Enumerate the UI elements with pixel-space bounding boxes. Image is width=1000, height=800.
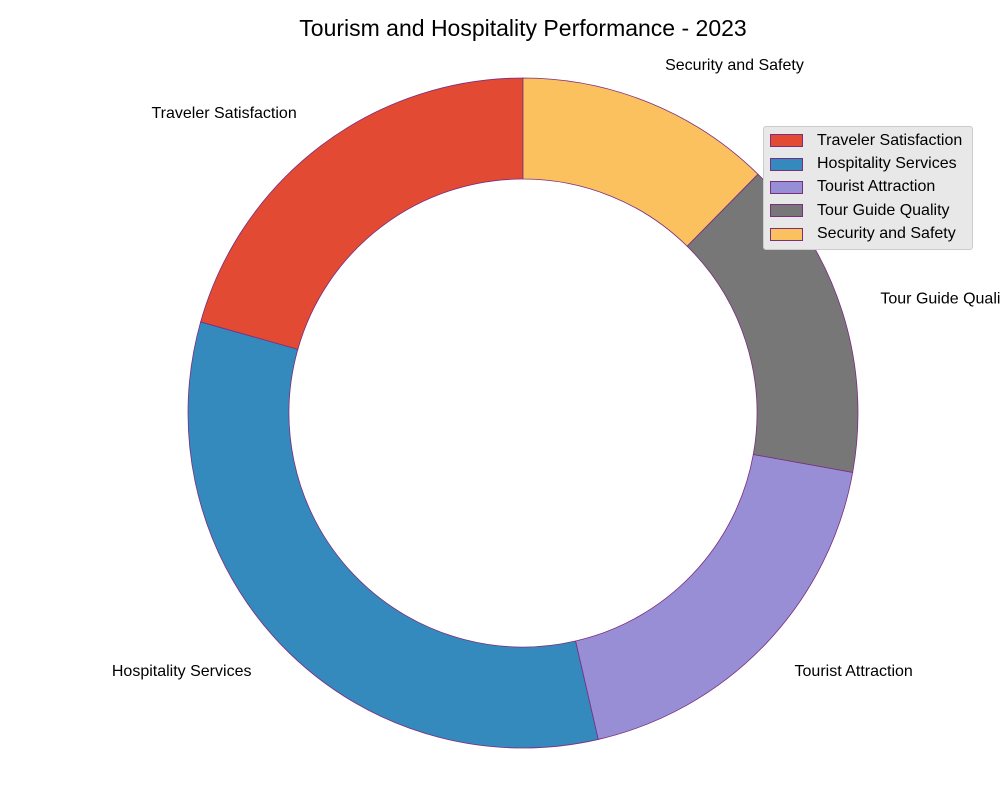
legend: Traveler Satisfaction Hospitality Servic… — [763, 126, 973, 250]
slice-labels-group: Traveler Satisfaction Hospitality Service… — [112, 57, 1000, 680]
legend-swatch — [770, 204, 803, 218]
legend-item-tour-guide-quality: Tour Guide Quality — [764, 199, 972, 222]
slice-label-tourist-attraction: Tourist Attraction — [795, 663, 913, 680]
slice-traveler-satisfaction — [200, 77, 524, 350]
legend-label: Traveler Satisfaction — [817, 131, 963, 149]
slice-label-security-and-safety: Security and Safety — [665, 57, 804, 74]
legend-swatch — [770, 227, 803, 241]
legend-item-hospitality-services: Hospitality Services — [764, 152, 972, 175]
legend-swatch — [770, 157, 803, 171]
legend-swatch — [770, 134, 803, 148]
legend-item-traveler-satisfaction: Traveler Satisfaction — [764, 129, 972, 152]
slice-tourist-attraction — [575, 453, 854, 740]
legend-label: Tourist Attraction — [817, 178, 936, 196]
legend-swatch — [770, 180, 803, 194]
legend-item-security-and-safety: Security and Safety — [764, 223, 972, 246]
slice-security-and-safety — [522, 77, 759, 247]
chart-title: Tourism and Hospitality Performance - 20… — [299, 15, 746, 41]
slices-group — [187, 77, 859, 749]
slice-hospitality-services — [187, 321, 599, 749]
legend-item-tourist-attraction: Tourist Attraction — [764, 176, 972, 199]
slice-label-hospitality-services: Hospitality Services — [112, 663, 252, 680]
legend-label: Hospitality Services — [817, 155, 957, 173]
legend-label: Tour Guide Quality — [817, 201, 950, 219]
legend-label: Security and Safety — [817, 225, 956, 243]
slice-label-traveler-satisfaction: Traveler Satisfaction — [151, 105, 296, 122]
slice-label-tour-guide-quality: Tour Guide Quality — [880, 291, 1000, 308]
